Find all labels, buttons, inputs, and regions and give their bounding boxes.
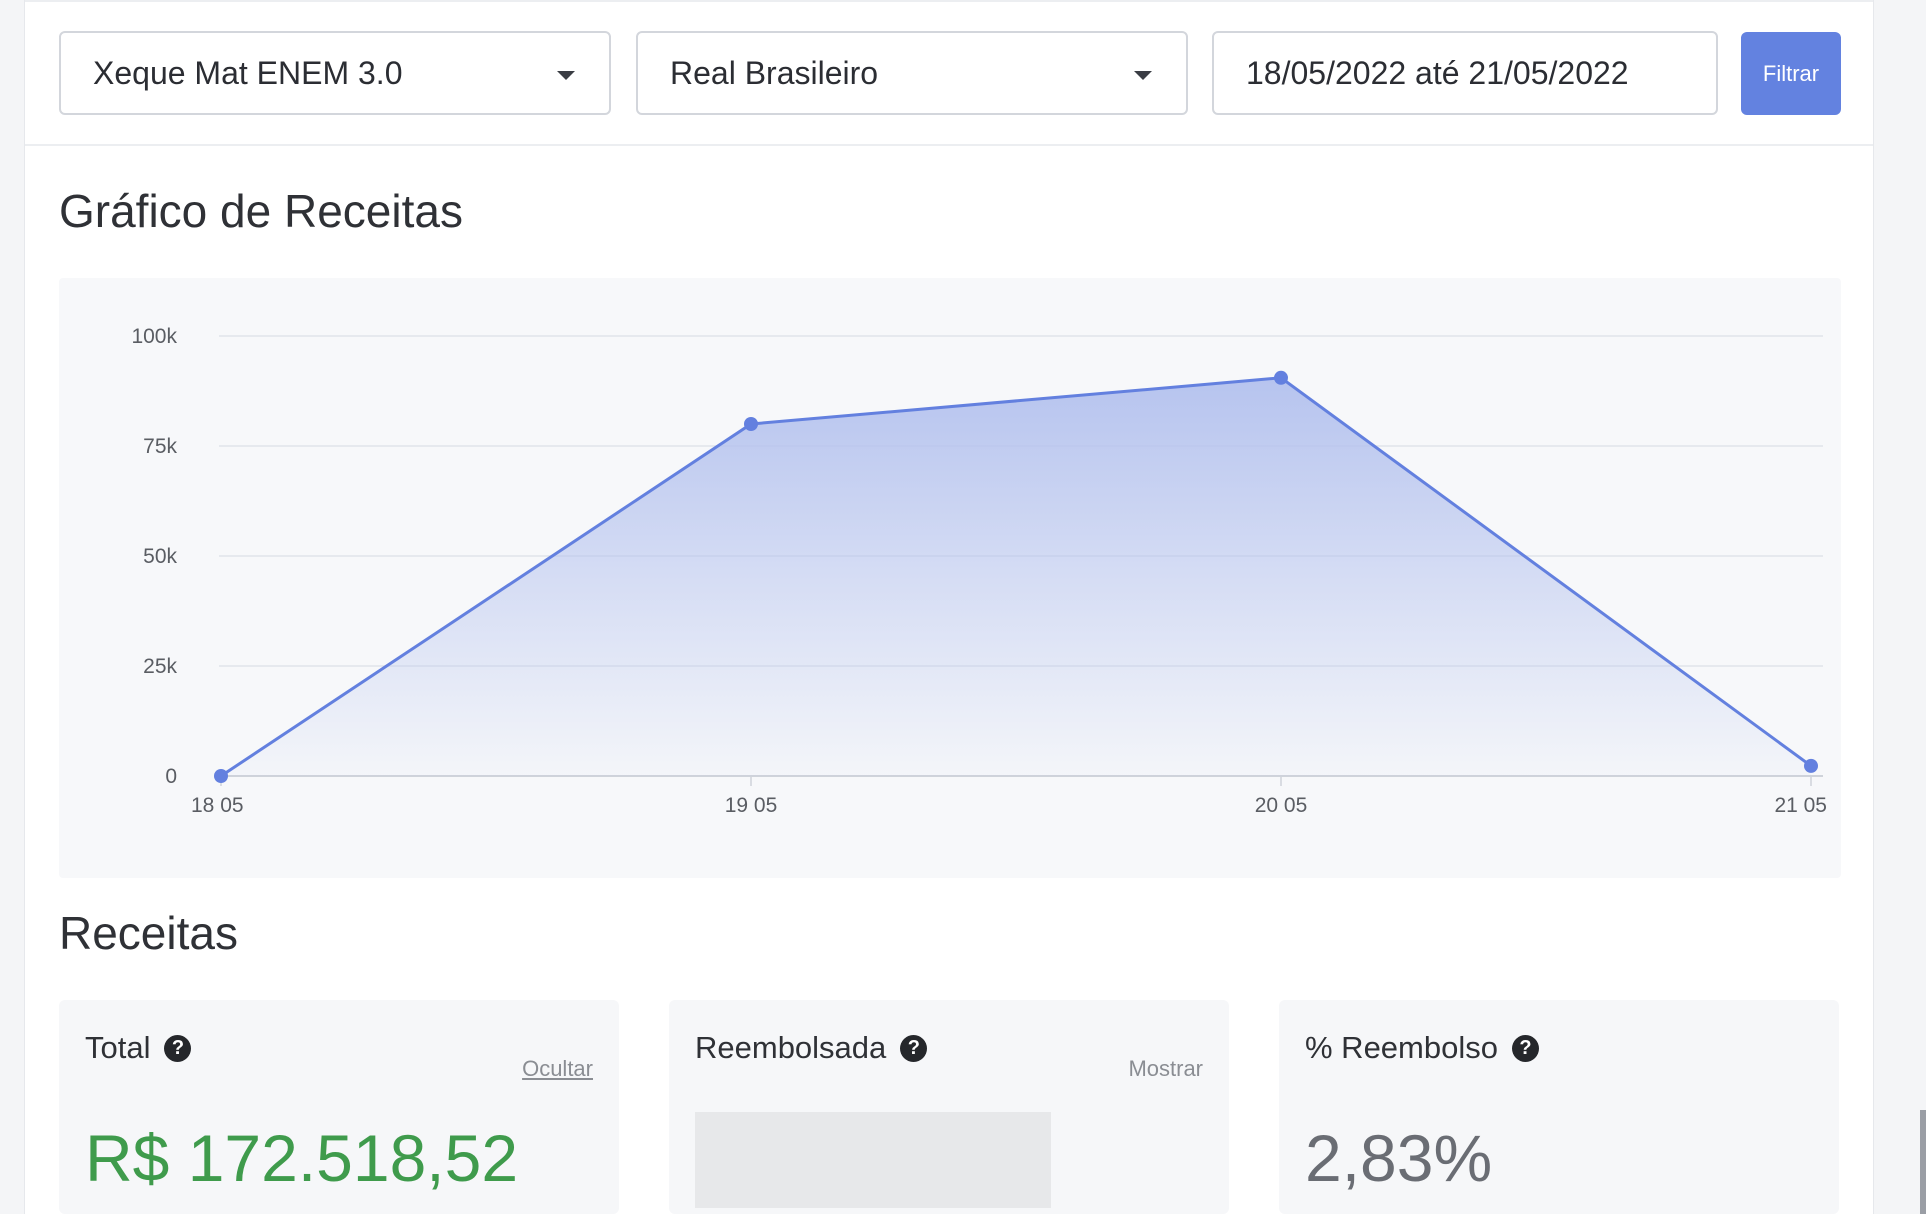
refunded-label: Reembolsada [695,1030,887,1065]
total-label: Total [85,1030,151,1065]
y-tick-label: 75k [143,435,177,458]
revenue-chart: 0 25k 50k 75k 100k 18 05 19 05 20 05 21 05 [59,278,1841,878]
x-axis-ticks: 18 05 19 05 20 05 21 05 [191,776,1827,817]
y-tick-label: 25k [143,655,177,678]
y-axis-ticks: 0 25k 50k 75k 100k [131,325,177,788]
currency-select[interactable]: Real Brasileiro [636,31,1188,115]
chevron-down-icon [1134,71,1152,80]
revenue-section-title: Receitas [59,907,238,959]
x-tick-label: 18 05 [191,794,244,817]
scrollbar-edge [1920,1110,1926,1214]
filter-bar: Xeque Mat ENEM 3.0 Real Brasileiro 18/05… [25,0,1873,146]
date-range-input[interactable]: 18/05/2022 até 21/05/2022 [1212,31,1718,115]
x-tick-label: 20 05 [1255,794,1308,817]
help-icon[interactable]: ? [900,1034,928,1062]
total-card-header: Total ? [85,1030,192,1066]
chevron-down-icon [557,71,575,80]
total-card: Total ? Ocultar R$ 172.518,52 [59,1000,619,1214]
date-range-value: 18/05/2022 até 21/05/2022 [1246,54,1629,91]
data-points [214,370,1818,783]
data-point[interactable] [744,417,758,431]
filter-button[interactable]: Filtrar [1741,32,1841,115]
refund-rate-card: % Reembolso ? 2,83% [1279,1000,1839,1214]
chart-section-title: Gráfico de Receitas [59,185,463,237]
help-icon[interactable]: ? [1511,1034,1539,1062]
x-tick-label: 19 05 [725,794,778,817]
data-point[interactable] [1804,758,1818,773]
help-icon[interactable]: ? [164,1034,192,1062]
revenue-line [220,376,1812,778]
product-select[interactable]: Xeque Mat ENEM 3.0 [59,31,611,115]
report-panel: Xeque Mat ENEM 3.0 Real Brasileiro 18/05… [24,0,1874,1214]
y-tick-label: 50k [143,545,177,568]
data-point[interactable] [1274,370,1288,385]
refund-rate-value: 2,83% [1305,1121,1493,1195]
product-select-value: Xeque Mat ENEM 3.0 [93,54,403,91]
show-link[interactable]: Mostrar [1128,1056,1203,1081]
revenue-area [221,377,1811,776]
hide-link[interactable]: Ocultar [522,1056,593,1081]
y-tick-label: 100k [131,325,177,348]
hidden-value-placeholder [695,1112,1051,1208]
refund-rate-label: % Reembolso [1305,1030,1498,1065]
currency-select-value: Real Brasileiro [670,54,879,91]
y-tick-label: 0 [165,765,177,788]
revenue-chart-svg: 0 25k 50k 75k 100k 18 05 19 05 20 05 21 05 [131,325,1827,817]
data-point[interactable] [214,769,228,783]
x-tick-label: 21 05 [1774,794,1827,817]
refunded-card: Reembolsada ? Mostrar [669,1000,1229,1214]
total-value: R$ 172.518,52 [85,1121,519,1195]
refunded-card-header: Reembolsada ? [695,1030,928,1066]
refund-rate-card-header: % Reembolso ? [1305,1030,1539,1066]
